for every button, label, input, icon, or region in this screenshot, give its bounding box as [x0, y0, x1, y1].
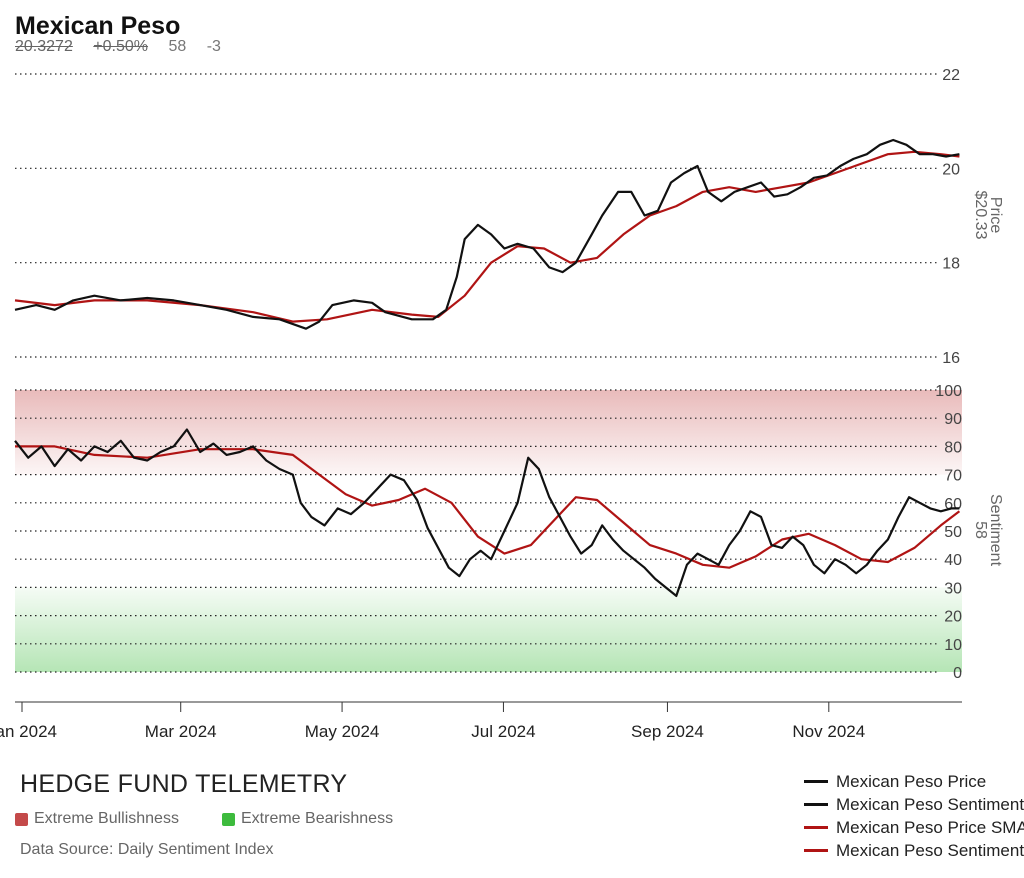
x-tick-label: Mar 2024 — [145, 722, 217, 741]
legend-label: Mexican Peso Price SMA — [836, 817, 1024, 837]
extreme-bearish-key: Extreme Bearishness — [222, 810, 393, 828]
legend-swatch — [804, 780, 828, 783]
sentiment-line — [14, 428, 960, 597]
price-tick-label: 20 — [942, 161, 960, 178]
legend-label: Mexican Peso Price — [836, 771, 987, 791]
legend-item[interactable]: Mexican Peso Sentiment — [804, 793, 1024, 816]
price-change: +0.50% — [93, 38, 149, 55]
price-axis-title: Price — [987, 197, 1004, 234]
header-stats: 20.3272 +0.50% 58 -3 — [15, 38, 237, 56]
price-tick-label: 18 — [942, 256, 960, 273]
legend-swatch — [804, 803, 828, 806]
x-tick-label: May 2024 — [305, 722, 380, 741]
price-line — [14, 138, 960, 330]
legend-item[interactable]: Mexican Peso Price — [804, 770, 1024, 793]
legend-item[interactable]: Mexican Peso Sentiment SMA — [804, 839, 1024, 862]
chart-canvas: 161820220102030405060708090100Jan 2024Ma… — [0, 67, 1004, 741]
chart-title: Mexican Peso — [15, 12, 181, 40]
sentiment-change: -3 — [206, 38, 221, 55]
data-source: Data Source: Daily Sentiment Index — [20, 841, 274, 858]
price-tick-label: 16 — [942, 350, 960, 367]
legend-label: Mexican Peso Sentiment — [836, 794, 1024, 814]
sentiment-tick-label: 50 — [944, 524, 962, 541]
legend-swatch — [804, 826, 828, 829]
sentiment-tick-label: 40 — [944, 552, 962, 569]
price-axis-value: $20.33 — [972, 191, 989, 240]
extreme-bullish-label: Extreme Bullishness — [34, 810, 179, 827]
price-value: 20.3272 — [15, 38, 73, 55]
sentiment-tick-label: 70 — [944, 468, 962, 485]
sentiment-value: 58 — [168, 38, 187, 55]
extreme-bearish-band — [15, 587, 962, 672]
sentiment-tick-label: 20 — [944, 609, 962, 626]
bearish-swatch — [222, 812, 235, 826]
sentiment-axis-value: 58 — [972, 521, 989, 539]
bullish-swatch — [15, 812, 28, 826]
x-tick-label: Jul 2024 — [471, 722, 535, 741]
x-tick-label: Nov 2024 — [792, 722, 865, 741]
sentiment-tick-label: 100 — [935, 383, 962, 400]
extreme-bullish-key: Extreme Bullishness — [15, 810, 179, 828]
legend-swatch — [804, 849, 828, 852]
price-tick-label: 22 — [942, 67, 960, 84]
sentiment-sma-line — [15, 445, 961, 569]
extreme-bearish-label: Extreme Bearishness — [241, 810, 394, 827]
brand-name: HEDGE FUND TELEMETRY — [20, 770, 348, 798]
x-tick-label: Jan 2024 — [0, 722, 57, 741]
sentiment-tick-label: 80 — [944, 439, 962, 456]
legend-label: Mexican Peso Sentiment SMA — [836, 840, 1024, 860]
legend-item[interactable]: Mexican Peso Price SMA — [804, 816, 1024, 839]
sentiment-axis-title: Sentiment — [987, 494, 1004, 567]
sentiment-tick-label: 0 — [953, 665, 962, 682]
sentiment-tick-label: 90 — [944, 411, 962, 428]
sentiment-tick-label: 30 — [944, 580, 962, 597]
x-tick-label: Sep 2024 — [631, 722, 704, 741]
sentiment-tick-label: 10 — [944, 637, 962, 654]
legend: Mexican Peso Price Mexican Peso Sentimen… — [804, 770, 1024, 862]
price-sma-line — [14, 150, 960, 323]
extreme-bullish-band — [15, 390, 962, 475]
